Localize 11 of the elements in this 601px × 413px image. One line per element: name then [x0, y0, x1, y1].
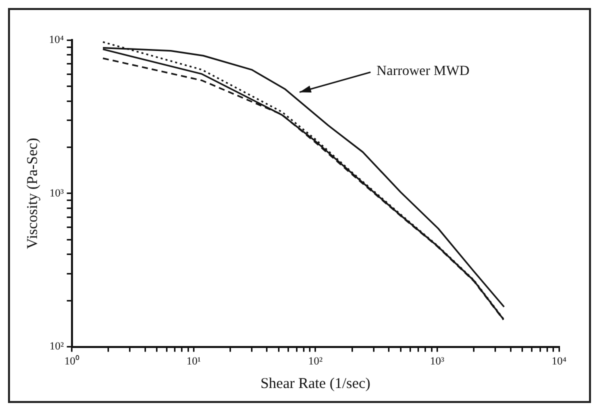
x-tick-label: 10³ [430, 355, 446, 368]
annotation: Narrower MWD [376, 64, 470, 79]
x-tick-label: 10⁰ [64, 354, 80, 368]
x-axis-title: Shear Rate (1/sec) [260, 376, 370, 392]
y-axis-title: Viscosity (Pa-Sec) [24, 138, 41, 249]
y-tick-label: 10⁴ [48, 34, 64, 46]
x-tick-label: 10⁴ [552, 355, 567, 368]
x-tick-label: 10¹ [186, 355, 201, 368]
y-tick-label: 10³ [50, 187, 65, 200]
x-tick-label: 10² [308, 355, 324, 368]
y-tick-label: 10² [50, 340, 65, 353]
